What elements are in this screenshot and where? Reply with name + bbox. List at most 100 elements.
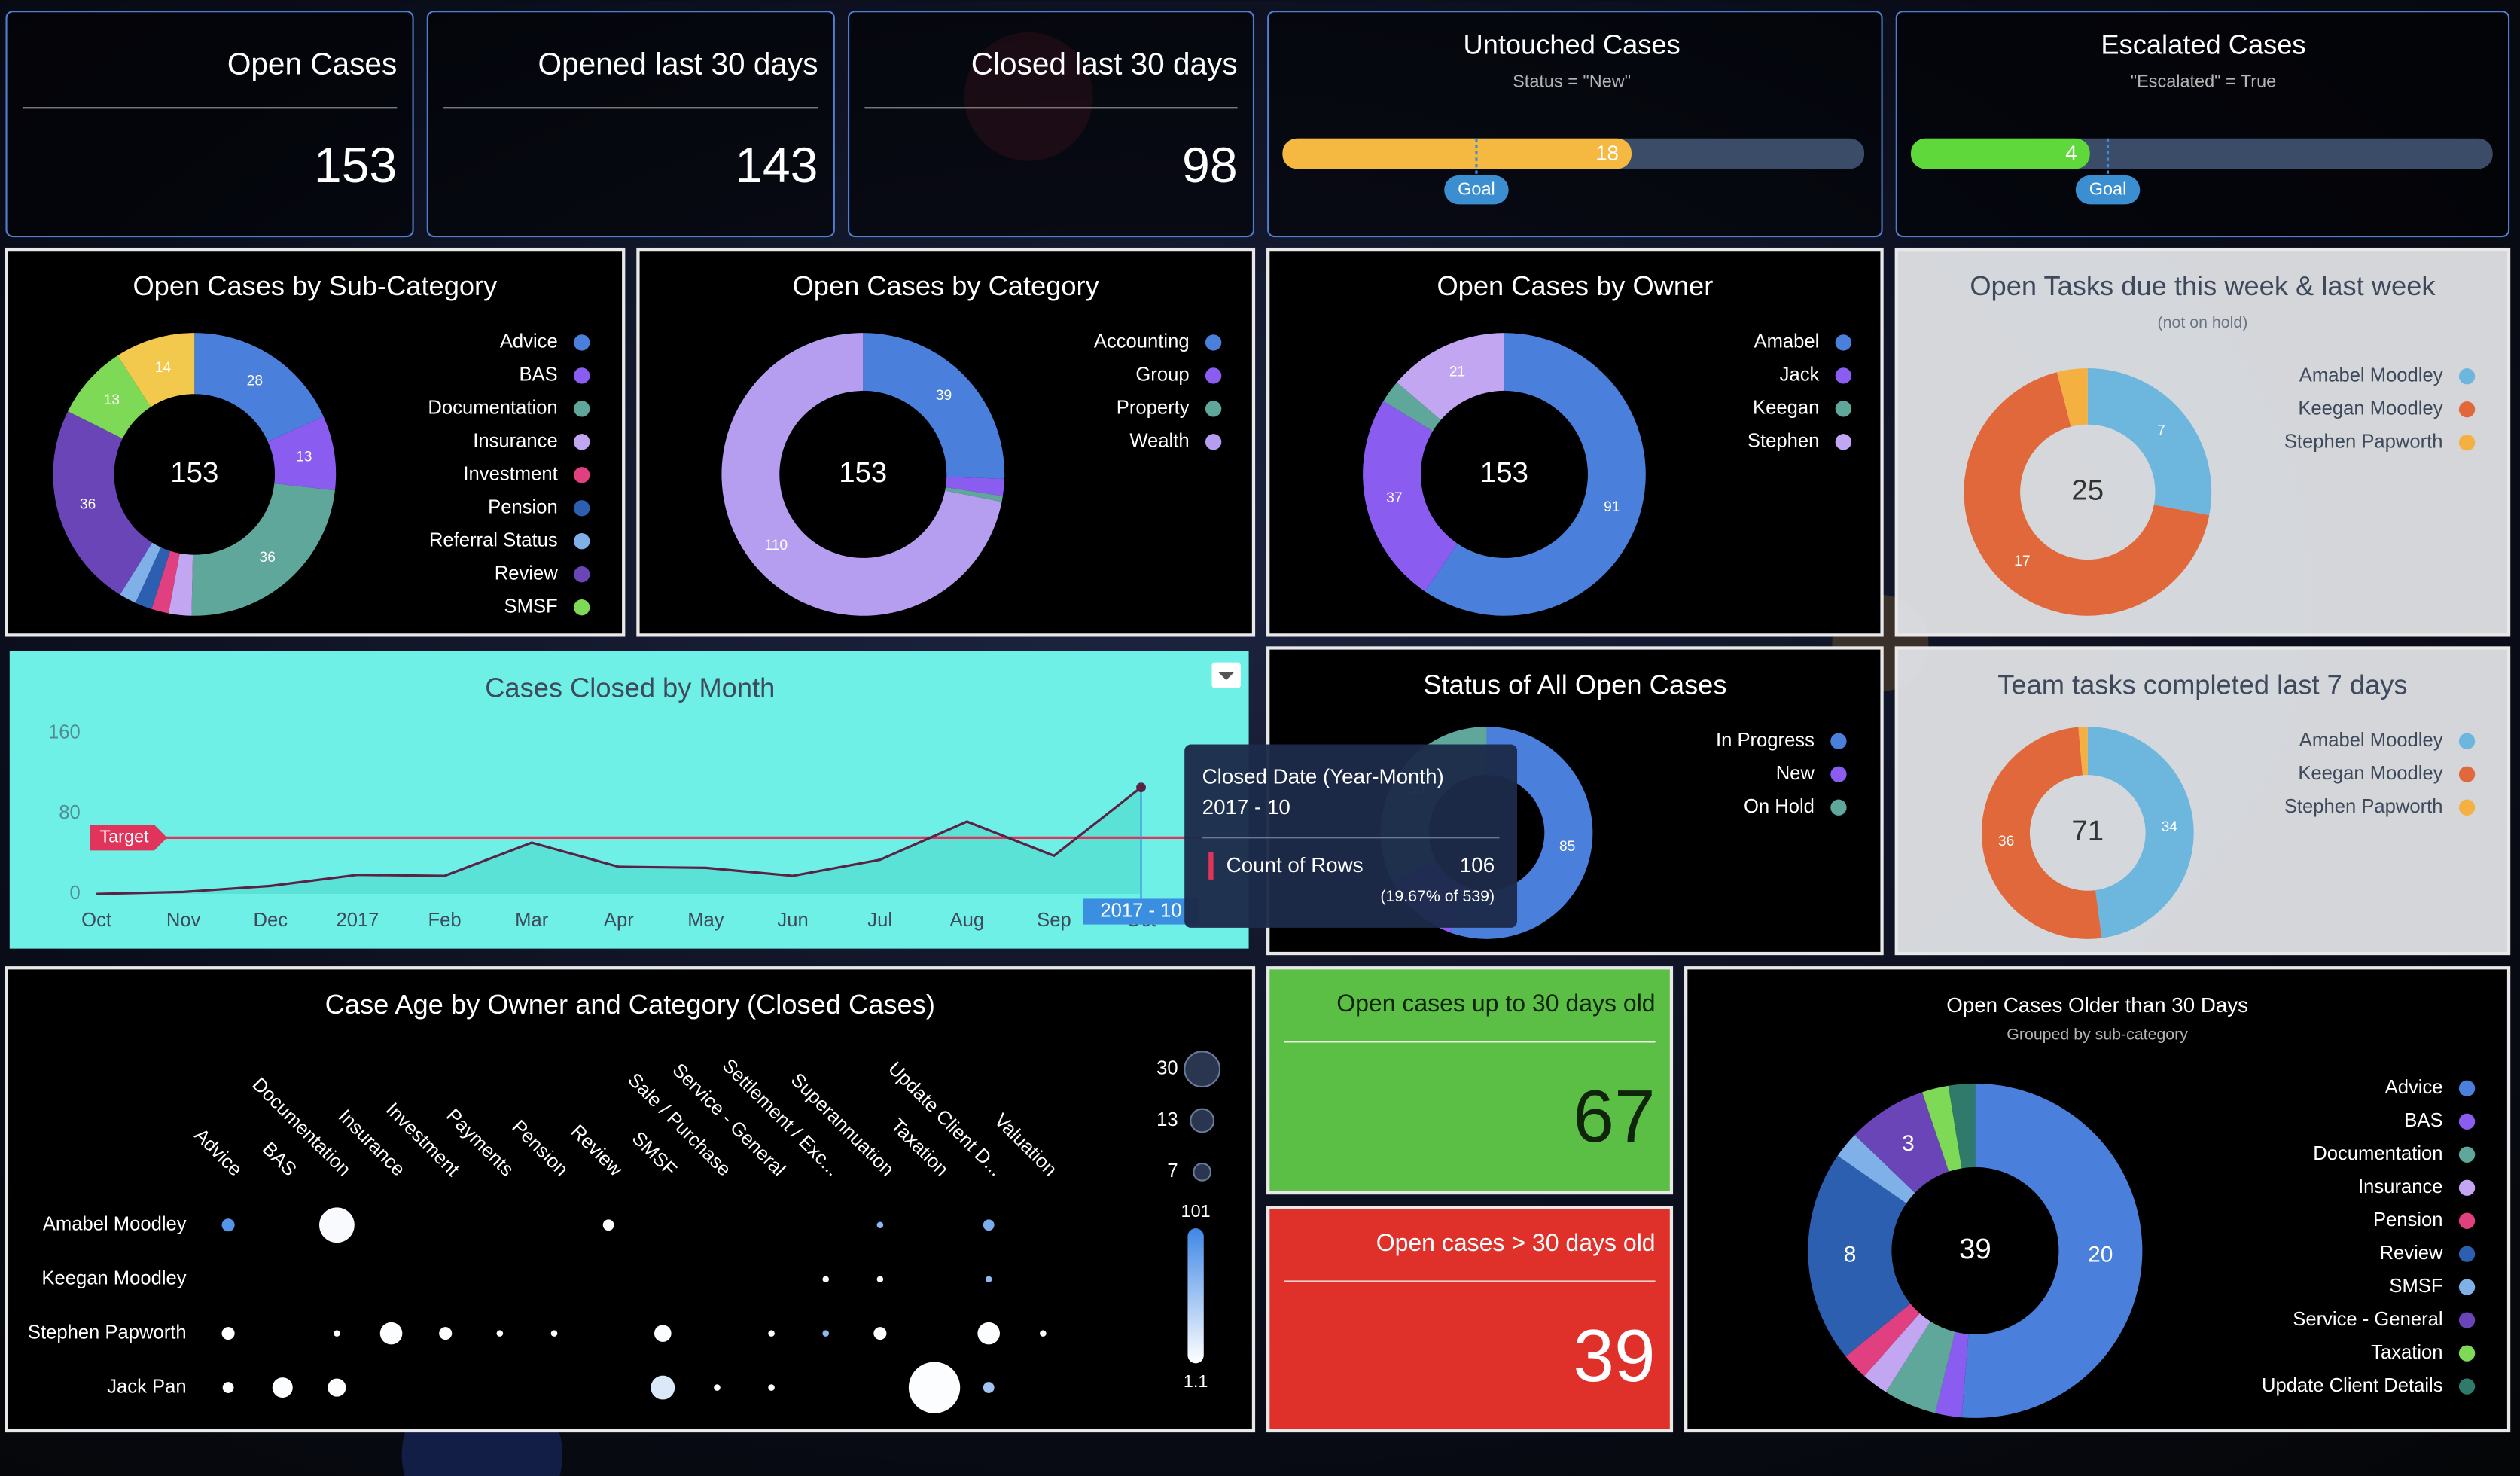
kpi-card: Opened last 30 days 143 [426, 11, 835, 238]
bubble [822, 1276, 830, 1282]
legend-swatch [574, 599, 590, 616]
legend-label: Taxation [2371, 1342, 2442, 1363]
row-label: Amabel Moodley [43, 1214, 187, 1235]
legend-swatch [1205, 367, 1222, 384]
legend-label: Property [1117, 398, 1190, 419]
slice-label: 7 [2157, 423, 2165, 439]
legend-label: Referral Status [429, 529, 558, 550]
donut-total: 71 [2071, 815, 2104, 847]
x-tick-label: Dec [254, 910, 288, 931]
series-swatch [1208, 852, 1214, 880]
legend-label: SMSF [504, 596, 558, 617]
legend-swatch [574, 566, 590, 583]
legend-swatch [1830, 733, 1847, 749]
donut-slice [1864, 1313, 1931, 1392]
legend-swatch [574, 401, 590, 417]
legend-swatch [574, 334, 590, 351]
legend-label: Stephen [1748, 431, 1819, 452]
bubble [602, 1219, 614, 1231]
menu-button[interactable] [1211, 662, 1241, 688]
legend-label: Investment [463, 464, 557, 485]
tooltip-bg [1184, 744, 1518, 928]
bubble [983, 1382, 995, 1393]
slice-label: 8 [1844, 1243, 1857, 1267]
legend-swatch [1830, 799, 1847, 816]
donut-slice [1854, 1092, 1949, 1194]
slice-label: 36 [260, 550, 276, 566]
tile-title: Open cases > 30 days old [1376, 1229, 1656, 1256]
donut-area: Open Cases by Sub-Category 28 13 36 36 13 14 15… [5, 247, 2511, 1433]
bubble [439, 1327, 453, 1340]
slice-label: 14 [155, 360, 172, 376]
x-tick-label: Jul [867, 910, 892, 931]
legend-label: BAS [2404, 1110, 2442, 1131]
donut-card: Open Cases Older than 30 Days Grouped by … [1684, 966, 2511, 1433]
kpi-value: 98 [1182, 138, 1238, 194]
donut-slice [53, 411, 153, 595]
kpi-value: 153 [314, 138, 397, 194]
tile-bg [1266, 966, 1674, 1195]
chart-title: Open Cases by Category [793, 270, 1100, 301]
gauge-card: Untouched Cases Status = "New" 18 Goal [1267, 11, 1883, 238]
bubble [876, 1276, 884, 1282]
slice-label: 3 [1902, 1131, 1915, 1156]
donut-slice [2078, 727, 2088, 776]
donut-slice [863, 333, 1005, 479]
gauge-value: 4 [2065, 141, 2077, 164]
chart-title: Open Cases Older than 30 Days [1946, 993, 2248, 1017]
chart-subtitle: Grouped by sub-category [2007, 1026, 2188, 1044]
donut-slice [117, 333, 195, 407]
donut-slice [1845, 1304, 1920, 1377]
gauge-bar [1910, 138, 2090, 169]
slice-label: 34 [2162, 819, 2178, 835]
slice-label: 20 [2088, 1243, 2113, 1267]
row-label: Stephen Papworth [28, 1322, 187, 1343]
line-chart-card: Cases Closed by Month 0 80 160 Oct Nov Dec 201… [9, 651, 1249, 949]
gauge-subtitle: "Escalated" = True [2131, 71, 2276, 90]
donut-slice [168, 553, 193, 616]
donut-slice [1961, 1083, 2143, 1418]
donut-slice [721, 333, 1002, 616]
legend-swatch [2458, 1345, 2476, 1362]
gauge-subtitle: Status = "New" [1513, 71, 1631, 90]
card-bg [1267, 11, 1883, 238]
size-legend-bubble [1193, 1162, 1212, 1182]
goal-pill [1444, 175, 1509, 205]
donut-slice [1964, 372, 2210, 616]
slice-label: 36 [80, 496, 96, 512]
highlight-box [1083, 898, 1199, 925]
legend-label: Advice [2385, 1077, 2443, 1098]
bubble [768, 1330, 775, 1337]
donut-slice [1808, 1155, 1911, 1357]
size-legend-bubble [1184, 1051, 1221, 1088]
donut-slice [135, 547, 170, 609]
donut-slice [1363, 401, 1458, 592]
legend-swatch [574, 467, 590, 483]
legend-label: Review [495, 563, 558, 584]
tooltip-value: 106 [1460, 853, 1495, 877]
gauge-value: 18 [1595, 141, 1619, 164]
color-legend-max: 101 [1181, 1201, 1211, 1221]
bubble [496, 1330, 504, 1337]
tile-bg [1266, 1206, 1674, 1433]
slice-label: 39 [936, 388, 952, 404]
chart-title: Open Cases by Owner [1437, 270, 1713, 301]
x-tick-label: Feb [428, 910, 461, 931]
legend-label: SMSF [2389, 1276, 2442, 1297]
tooltip: Closed Date (Year-Month) 2017 - 10 Count… [1184, 744, 1518, 928]
donut-slice [1948, 1083, 1976, 1169]
x-tick-label: Aug [950, 910, 985, 931]
donut-slice [1837, 1135, 1915, 1203]
bubble [221, 1327, 235, 1340]
donut-slice [1935, 1331, 1969, 1418]
color-legend-bar [1187, 1228, 1204, 1364]
slice-label: 36 [1998, 834, 2014, 849]
x-tick-label: Mar [515, 910, 549, 931]
tooltip-series: Count of Rows [1226, 853, 1364, 877]
legend-label: In Progress [1716, 730, 1815, 751]
tooltip-title: Closed Date (Year-Month) [1202, 765, 1444, 788]
donut-slice [68, 355, 151, 439]
x-tick-label: May [687, 910, 724, 931]
legend-swatch [1835, 367, 1852, 384]
donut-slice [1397, 333, 1504, 420]
